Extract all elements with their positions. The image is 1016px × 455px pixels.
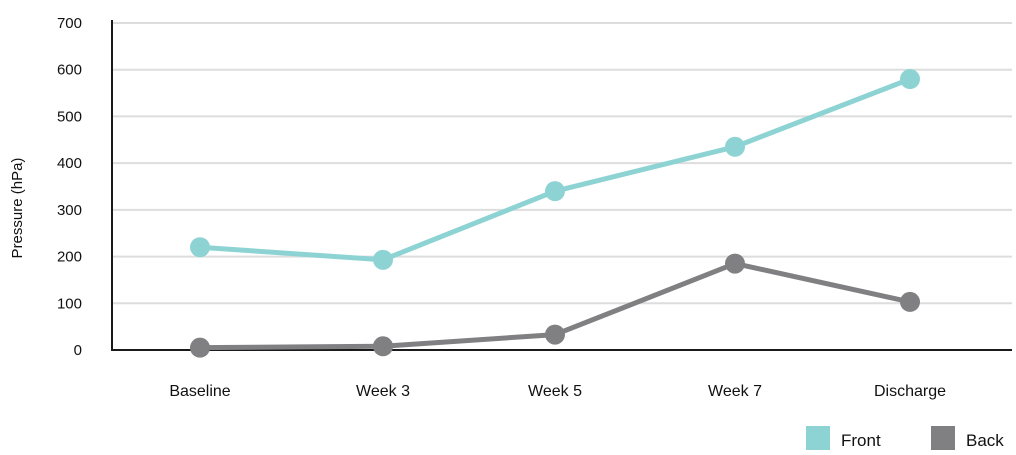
legend-item-front: Front xyxy=(806,426,881,450)
y-tick-label: 700 xyxy=(57,15,82,32)
legend-swatch xyxy=(931,426,955,450)
series-line-front xyxy=(197,76,913,263)
x-tick-label: Baseline xyxy=(169,383,230,400)
y-tick-label: 200 xyxy=(57,249,82,266)
legend-label: Front xyxy=(841,431,881,450)
x-tick-label: Week 5 xyxy=(528,383,582,400)
axes xyxy=(111,20,1012,351)
data-point xyxy=(190,237,210,258)
y-tick-label: 100 xyxy=(57,295,82,312)
x-tick-label: Week 7 xyxy=(708,383,762,400)
grid-lines xyxy=(112,22,1012,305)
y-tick-label: 400 xyxy=(57,155,82,172)
x-tick-label: Week 3 xyxy=(356,383,410,400)
x-tick-label: Discharge xyxy=(874,383,946,400)
series-group xyxy=(190,69,920,358)
data-point xyxy=(373,249,393,270)
data-point xyxy=(545,181,565,202)
legend-label: Back xyxy=(966,431,1004,450)
y-tick-labels: 0 100 200 300 400 500 600 700 xyxy=(57,15,82,359)
series-front xyxy=(190,69,920,270)
legend-swatch xyxy=(806,426,830,450)
y-tick-label: 0 xyxy=(74,342,82,359)
data-point xyxy=(373,336,393,357)
data-point xyxy=(725,253,745,274)
series-back xyxy=(190,253,920,358)
data-point xyxy=(900,291,920,312)
data-point xyxy=(725,136,745,157)
y-tick-label: 500 xyxy=(57,108,82,125)
y-axis-label: Pressure (hPa) xyxy=(9,158,26,259)
data-point xyxy=(190,337,210,358)
legend-item-back: Back xyxy=(931,426,1004,450)
x-tick-labels: Baseline Week 3 Week 5 Week 7 Discharge xyxy=(169,383,946,400)
legend: Front Back xyxy=(806,426,1004,450)
y-tick-label: 300 xyxy=(57,202,82,219)
y-tick-label: 600 xyxy=(57,62,82,79)
data-point xyxy=(545,324,565,345)
data-point xyxy=(900,69,920,90)
